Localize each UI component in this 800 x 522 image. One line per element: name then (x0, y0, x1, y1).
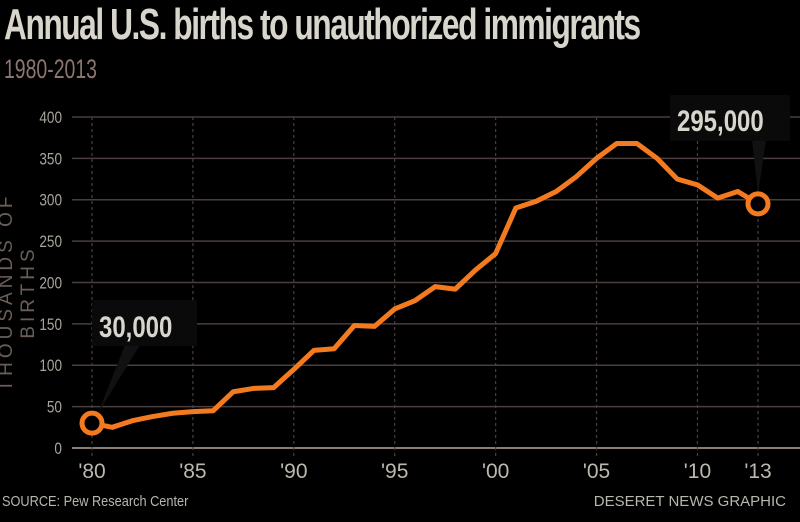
annotation-label: 30,000 (99, 309, 172, 343)
x-tick-label: '90 (280, 460, 307, 483)
x-tick-label: '10 (684, 460, 711, 483)
credit-note: DESERET NEWS GRAPHIC (593, 493, 786, 510)
callout-box (670, 95, 790, 141)
end-marker (745, 191, 771, 217)
source-note: SOURCE: Pew Research Center (2, 493, 189, 510)
y-tick-label: 150 (39, 316, 62, 335)
x-tick-label: '13 (744, 460, 771, 483)
y-tick-label: 0 (54, 440, 62, 459)
annotation-label: 295,000 (677, 103, 764, 137)
x-tick-label: '80 (78, 460, 105, 483)
callout-pointer (98, 345, 140, 414)
chart-subtitle: 1980-2013 (4, 54, 97, 84)
data-line (91, 140, 760, 430)
callout-box (92, 300, 197, 346)
y-tick-label: 400 (39, 109, 62, 128)
x-tick-label: '05 (583, 460, 610, 483)
y-tick-label: 350 (39, 150, 62, 169)
start-marker (79, 410, 105, 436)
y-tick-label: 250 (39, 233, 62, 252)
x-tick-label: '85 (179, 460, 206, 483)
y-tick-label: 50 (47, 398, 62, 417)
x-tick-label: '95 (381, 460, 408, 483)
y-tick-label: 300 (39, 191, 62, 210)
x-tick-label: '00 (482, 460, 509, 483)
chart-title: Annual U.S. births to unauthorized immig… (4, 0, 641, 49)
y-tick-label: 100 (39, 357, 62, 376)
y-tick-label: 200 (39, 274, 62, 293)
callout-pointer (752, 140, 766, 194)
